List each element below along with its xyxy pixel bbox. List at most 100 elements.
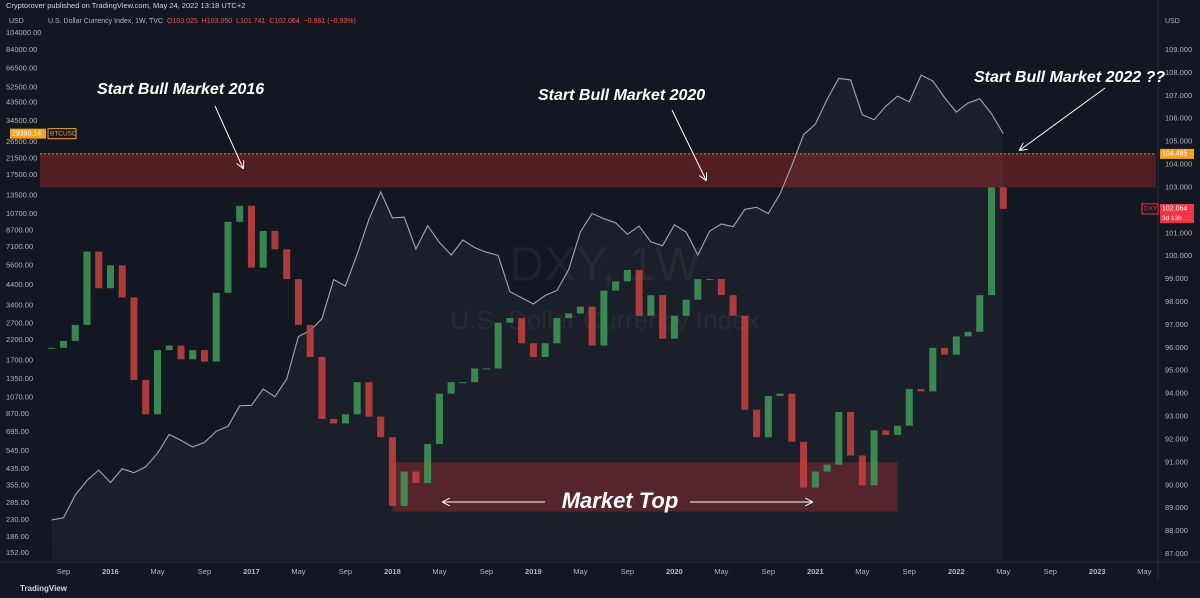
y-tick-label: 17500.00 (6, 170, 37, 179)
y-tick-label: 230.00 (6, 515, 29, 524)
footer (0, 580, 1200, 598)
candle (294, 279, 302, 325)
x-tick-label: Sep (1044, 567, 1057, 576)
high: H103.050 (202, 18, 232, 25)
y2-tick-label: 101.000 (1165, 228, 1192, 237)
candle (988, 187, 996, 296)
candle (929, 347, 937, 392)
candle (224, 221, 232, 293)
resistance-zone (40, 153, 1156, 188)
x-tick-label: 2017 (243, 567, 260, 576)
candle (600, 290, 608, 346)
candle (753, 409, 761, 438)
candle (764, 395, 772, 438)
btc-line (51, 74, 1004, 521)
y2-tick-label: 104.000 (1165, 160, 1192, 169)
candle (388, 437, 396, 506)
btc-tag-bg (47, 128, 77, 140)
candle (635, 269, 643, 316)
candle (894, 425, 902, 435)
x-tick-label: Sep (339, 567, 352, 576)
y2-tick-label: 87.000 (1165, 549, 1188, 558)
candle (682, 299, 690, 316)
y-tick-label: 34500.00 (6, 116, 37, 125)
x-tick-label: 2018 (384, 567, 401, 576)
x-tick-label: May (996, 567, 1010, 576)
x-tick-label: May (291, 567, 305, 576)
y-tick-label: 84000.00 (6, 45, 37, 54)
candle (565, 313, 573, 319)
y-tick-label: 3400.00 (6, 300, 33, 309)
candle (659, 295, 667, 339)
candle (177, 345, 185, 360)
candle (71, 324, 79, 341)
y-tick-label: 104000.00 (6, 28, 41, 37)
candle (835, 411, 843, 465)
y2-tick-label: 92.000 (1165, 434, 1188, 443)
candle (529, 343, 537, 357)
dxy-tag: DXY (1144, 206, 1158, 213)
candle (800, 441, 808, 488)
legend: U.S. Dollar Currency Index, 1W, TVC O103.… (48, 18, 356, 25)
x-tick-label: Sep (198, 567, 211, 576)
candle (506, 318, 514, 323)
candle (412, 471, 420, 484)
candle (553, 318, 561, 344)
btc-last-price-bg (10, 128, 46, 139)
candle (471, 368, 479, 383)
x-tick-label: 2021 (807, 567, 824, 576)
candle (271, 230, 279, 250)
annotation: Start Bull Market 2016 (97, 81, 264, 98)
x-tick-label: May (714, 567, 728, 576)
symbol: U.S. Dollar Currency Index, 1W, TVC (48, 18, 163, 25)
y-tick-label: 21500.00 (6, 154, 37, 163)
candle (153, 350, 161, 415)
dxy-tag-bg (1141, 203, 1159, 215)
y2-tick-label: 90.000 (1165, 480, 1188, 489)
x-tick-label: Sep (621, 567, 634, 576)
candle (999, 187, 1007, 209)
candle (83, 251, 91, 325)
candle (130, 297, 138, 380)
y2-tick-label: 108.000 (1165, 68, 1192, 77)
left-unit: USD (9, 18, 24, 25)
y-tick-label: 545.00 (6, 446, 29, 455)
candle (318, 356, 326, 419)
candle (941, 347, 949, 355)
candle (952, 336, 960, 355)
x-tick-label: 2020 (666, 567, 683, 576)
y-tick-label: 8700.00 (6, 226, 33, 235)
candle (165, 345, 173, 351)
candle (306, 324, 314, 357)
y2-tick-label: 96.000 (1165, 343, 1188, 352)
y2-tick-label: 89.000 (1165, 503, 1188, 512)
y-tick-label: 1700.00 (6, 356, 33, 365)
candle (447, 382, 455, 394)
x-tick-label: May (855, 567, 869, 576)
x-tick-label: Sep (480, 567, 493, 576)
candle (106, 265, 115, 289)
candle (482, 368, 490, 370)
candle (377, 416, 385, 438)
candle (435, 393, 443, 445)
candle (823, 464, 831, 472)
y2-tick-label: 93.000 (1165, 412, 1188, 421)
dxy-last-price: 102.064 (1162, 206, 1187, 213)
y-tick-label: 1350.00 (6, 374, 33, 383)
y-tick-label: 870.00 (6, 409, 29, 418)
candle (964, 331, 972, 337)
annotation: Start Bull Market 2020 (538, 87, 705, 104)
candle (365, 382, 373, 417)
candle (494, 322, 502, 369)
y-tick-label: 52500.00 (6, 82, 37, 91)
watermark-symbol: DXY, 1W (509, 239, 701, 292)
candle (330, 418, 338, 424)
y-tick-label: 1070.00 (6, 392, 33, 401)
y2-tick-label: 99.000 (1165, 274, 1188, 283)
y-tick-label: 26500.00 (6, 137, 37, 146)
x-tick-label: May (150, 567, 164, 576)
candle (694, 279, 702, 300)
candle (870, 430, 878, 486)
